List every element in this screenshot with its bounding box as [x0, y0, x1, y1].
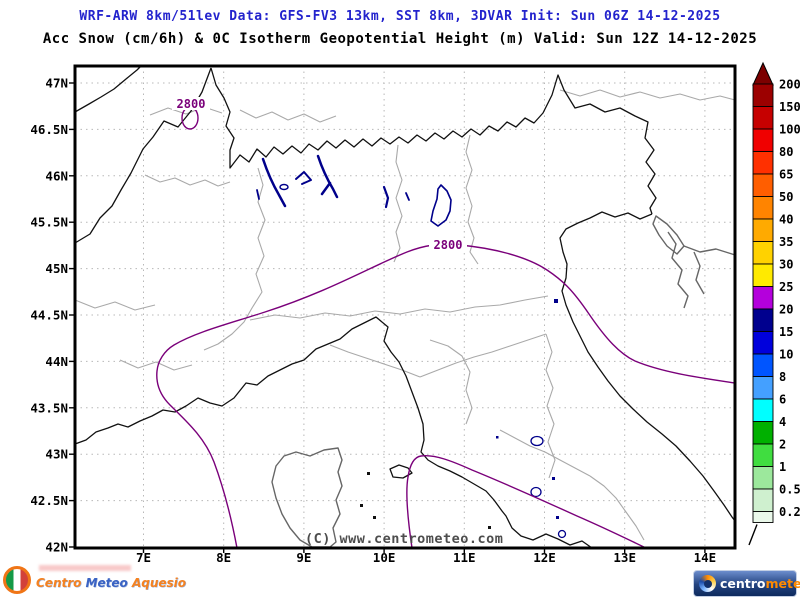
- axis-ticks: [69, 82, 706, 553]
- title-model-init-line: WRF-ARW 8km/51lev Data: GFS-FV3 13km, SS…: [79, 9, 721, 24]
- colorbar-cell: [752, 218, 774, 242]
- lon-tick-label: 8E: [216, 550, 231, 565]
- regional-boundaries: [74, 89, 736, 541]
- colorbar-tick-label: 4: [779, 415, 786, 429]
- colorbar-cell: [752, 443, 774, 467]
- colorbar-cell: [752, 398, 774, 422]
- colorbar-tick-label: 65: [779, 168, 793, 182]
- colorbar-pointer: [748, 524, 758, 546]
- lon-tick-label: 11E: [453, 550, 476, 565]
- colorbar-tick-label: 2: [779, 438, 786, 452]
- colorbar-cell: [752, 466, 774, 490]
- lon-tick-label: 7E: [136, 550, 151, 565]
- isoline-2800-contours: 2800 2800: [156, 97, 736, 549]
- colorbar-cell: [752, 488, 774, 512]
- colorbar-cell: [752, 353, 774, 377]
- colorbar-tick-label: 1: [779, 460, 786, 474]
- colorbar-tick-label: 200: [779, 78, 800, 92]
- colorbar-tick-label: 80: [779, 145, 793, 159]
- lakes: [256, 154, 567, 539]
- colorbar-tick-label: 35: [779, 235, 793, 249]
- colorbar-cell: [752, 241, 774, 265]
- map-frame: [73, 64, 737, 550]
- colorbar-tick-label: 6: [779, 393, 786, 407]
- lat-tick-label: 44N: [45, 354, 68, 369]
- colorbar-tick-label: 150: [779, 100, 800, 114]
- colorbar-tick-label: 30: [779, 258, 793, 272]
- colorbar-cell: [752, 128, 774, 152]
- logo-part-meteo: meteo: [765, 576, 800, 591]
- contour-label-bg: [429, 238, 467, 251]
- lat-tick-label: 42N: [45, 540, 68, 555]
- colorbar-cell: [752, 263, 774, 287]
- colorbar-tick-label: 0.2: [779, 505, 800, 519]
- colorbar-cell: [752, 376, 774, 400]
- colorbar-overflow-arrow: [752, 61, 774, 86]
- lat-tick-label: 43N: [45, 447, 68, 462]
- colorbar-tick-label: 25: [779, 280, 793, 294]
- logo-word-meteo: Meteo: [85, 576, 128, 590]
- colorbar-cell: [752, 83, 774, 107]
- lat-tick-label: 45.5N: [30, 215, 68, 230]
- centro-meteo-aquesio-logo-text: Centro Meteo Aquesio: [36, 576, 186, 590]
- colorbar-tick-label: 0.5: [779, 483, 800, 497]
- lon-tick-label: 10E: [373, 550, 396, 565]
- centrometeo-logo-text: centrometeo: [720, 576, 800, 591]
- colorbar-tick-label: 8: [779, 370, 786, 384]
- faint-text-smudge: [39, 565, 131, 571]
- centro-meteo-aquesio-logo: Centro Meteo Aquesio: [3, 564, 186, 596]
- colorbar-cell: [752, 308, 774, 332]
- coastlines-borders: [74, 65, 736, 549]
- centrometeo-logo: centrometeo: [693, 570, 800, 597]
- lat-tick-label: 47N: [45, 76, 68, 91]
- colorbar-cell: [752, 151, 774, 175]
- lon-tick-label: 9E: [296, 550, 311, 565]
- isoline-label-2800-small: 2800: [177, 97, 206, 111]
- grid-lines: [75, 66, 735, 548]
- isoline-label-2800-main: 2800: [434, 238, 463, 252]
- latitude-axis-labels: 47N 46.5N 46N 45.5N 45N 44.5N 44N 43.5N 43N 42.5N…: [30, 76, 68, 555]
- logo-word-aquesio: Aquesio: [131, 576, 187, 590]
- lon-tick-label: 14E: [694, 550, 717, 565]
- colorbar-cell: [752, 421, 774, 445]
- lat-tick-label: 46N: [45, 168, 68, 183]
- lat-tick-label: 45N: [45, 261, 68, 276]
- copyright-watermark: (C) www.centrometeo.com: [305, 531, 503, 547]
- centro-meteo-aquesio-flag-icon: [3, 566, 31, 594]
- colorbar-cell: [752, 173, 774, 197]
- lat-tick-label: 42.5N: [30, 493, 68, 508]
- lon-tick-label: 13E: [613, 550, 636, 565]
- colorbar-cell: [752, 196, 774, 220]
- colorbar-tick-label: 15: [779, 325, 793, 339]
- lat-tick-label: 46.5N: [30, 122, 68, 137]
- colorbar-tick-label: 100: [779, 123, 800, 137]
- colorbar-tick-label: 40: [779, 213, 793, 227]
- logo-part-centro: centro: [720, 576, 766, 591]
- longitude-axis-labels: 7E 8E 9E 10E 11E 12E 13E 14E: [136, 550, 716, 565]
- contour-label-bg: [172, 97, 210, 110]
- colorbar-tick-label: 50: [779, 190, 793, 204]
- colorbar-tick-label: 20: [779, 303, 793, 317]
- title-variable-valid-line: Acc Snow (cm/6h) & 0C Isotherm Geopotent…: [42, 31, 758, 47]
- colorbar-cell: [752, 286, 774, 310]
- lat-tick-label: 43.5N: [30, 400, 68, 415]
- colorbar-cell: [752, 511, 774, 523]
- lat-tick-label: 44.5N: [30, 308, 68, 323]
- lon-tick-label: 12E: [533, 550, 556, 565]
- snow-colorbar-legend: 200 150 100 80 65 50 40 35 30 25 20 15 10 8 6 4 2 1 0.5 0.2: [748, 61, 800, 546]
- colorbar-tick-label: 10: [779, 348, 793, 362]
- logo-word-centro: Centro: [36, 576, 82, 590]
- foreign-coastlines: [271, 215, 736, 548]
- colorbar-cell: [752, 106, 774, 130]
- colorbar-cell: [752, 331, 774, 355]
- centrometeo-ring-icon: [699, 575, 716, 592]
